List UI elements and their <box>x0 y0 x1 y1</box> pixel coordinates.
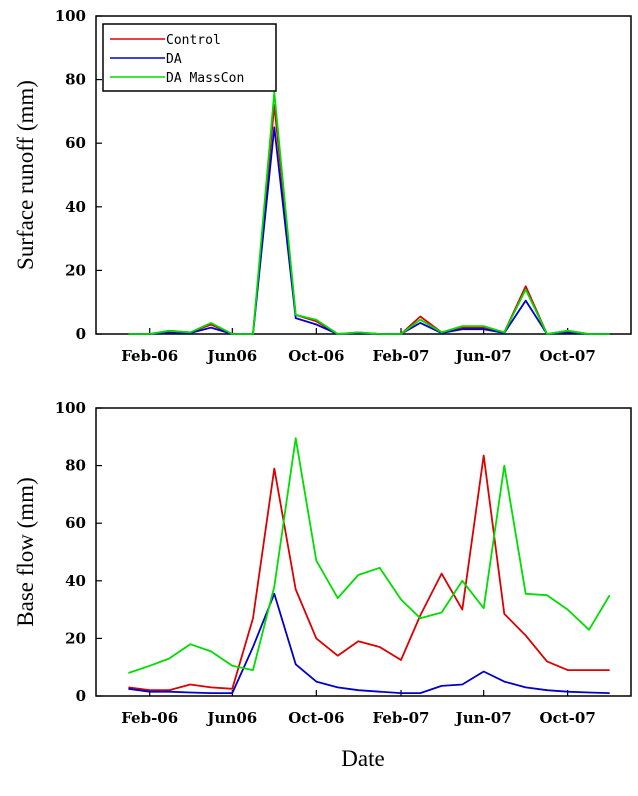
base-flow-plot-frame <box>95 407 632 697</box>
base-flow-x-tick-label: Jun-07 <box>454 709 512 727</box>
base-flow-y-axis-title: Base flow (mm) <box>13 477 38 626</box>
surface-runoff-x-tick-label: Jun06 <box>205 347 257 365</box>
base-flow-x-tick-label: Oct-07 <box>540 709 596 727</box>
base-flow-x-tick-label: Jun06 <box>205 709 257 727</box>
surface-runoff-y-axis-title: Surface runoff (mm) <box>13 80 38 270</box>
surface-runoff-y-tick-label: 20 <box>65 261 86 279</box>
surface-runoff-y-tick-label: 60 <box>65 134 86 152</box>
base-flow-y-tick-label: 0 <box>76 687 86 705</box>
base-flow-y-tick-label: 40 <box>65 572 86 590</box>
surface-runoff-y-tick-label: 80 <box>65 71 86 89</box>
x-axis-title: Date <box>341 746 384 771</box>
surface-runoff-x-tick-label: Oct-06 <box>288 347 344 365</box>
legend-label-da: DA <box>166 52 182 67</box>
base-flow-y-tick-label: 80 <box>65 457 86 475</box>
base-flow-x-tick-label: Feb-06 <box>121 709 178 727</box>
legend-label-da-masscon: DA MassCon <box>166 71 244 86</box>
base-flow-y-tick-label: 100 <box>55 399 86 417</box>
base-flow-x-tick-label: Feb-07 <box>373 709 430 727</box>
base-flow-y-tick-label: 20 <box>65 629 86 647</box>
surface-runoff-panel: 0 20 40 60 80 100 Feb-06 Jun06 Oct-06 Feb-07 Jun-0… <box>13 7 632 365</box>
surface-runoff-x-tick-label: Oct-07 <box>540 347 596 365</box>
legend: Control DA DA MassCon <box>102 23 277 92</box>
surface-runoff-x-tick-label: Jun-07 <box>454 347 512 365</box>
surface-runoff-y-tick-label: 100 <box>55 7 86 25</box>
base-flow-panel: 0 20 40 60 80 100 Feb-06 Jun06 Oct-06 Feb-07 Jun-0… <box>13 399 632 771</box>
surface-runoff-y-tick-label: 40 <box>65 198 86 216</box>
base-flow-x-tick-label: Oct-06 <box>288 709 344 727</box>
surface-runoff-line-da-masscon <box>128 91 610 335</box>
base-flow-line-da-masscon <box>128 437 611 674</box>
base-flow-y-tick-label: 60 <box>65 514 86 532</box>
surface-runoff-line-control <box>128 104 610 335</box>
base-flow-line-da <box>128 592 610 694</box>
surface-runoff-line-da <box>128 126 610 335</box>
surface-runoff-x-tick-label: Feb-07 <box>373 347 430 365</box>
base-flow-line-control <box>128 454 610 692</box>
surface-runoff-x-tick-label: Feb-06 <box>121 347 178 365</box>
surface-runoff-y-tick-label: 0 <box>76 325 86 343</box>
legend-label-control: Control <box>166 33 221 48</box>
